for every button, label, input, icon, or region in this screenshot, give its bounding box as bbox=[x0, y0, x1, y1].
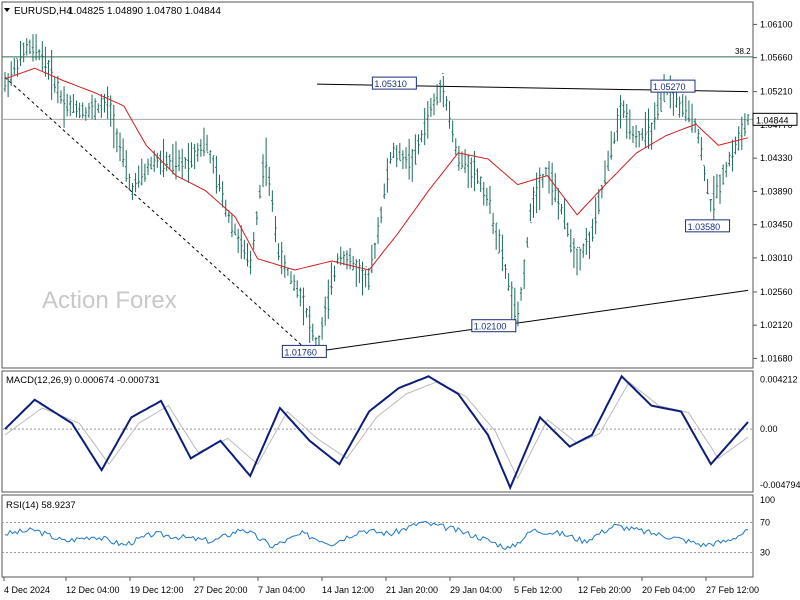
price-annotation-box bbox=[281, 344, 327, 358]
y-tick-label: 1.05660 bbox=[760, 53, 793, 63]
x-tick-label: 21 Jan 20:00 bbox=[386, 585, 438, 595]
rsi-y-tick-label: 30 bbox=[760, 548, 770, 558]
macd-y-tick-label: 0.00 bbox=[760, 424, 778, 434]
x-tick-label: 20 Feb 04:00 bbox=[642, 585, 695, 595]
rsi-y-tick-label: 70 bbox=[760, 518, 770, 528]
price-annotation-label: 1.01760 bbox=[284, 347, 317, 357]
chart-title-ohlc: 1.04825 1.04890 1.04780 1.04844 bbox=[68, 6, 221, 17]
y-tick-label: 1.02560 bbox=[760, 287, 793, 297]
rsi-line bbox=[4, 520, 748, 551]
macd-y-tick-label: -0.004794 bbox=[760, 480, 800, 490]
rsi-y-tick-label: 100 bbox=[760, 495, 775, 505]
x-tick-label: 27 Dec 20:00 bbox=[194, 585, 248, 595]
y-tick-label: 1.06100 bbox=[760, 19, 793, 29]
rsi-panel-frame bbox=[1, 494, 754, 578]
dashed-trendline bbox=[4, 76, 310, 353]
y-tick-label: 1.02120 bbox=[760, 320, 793, 330]
current-price-label: 1.04844 bbox=[756, 115, 789, 125]
y-tick-label: 1.05210 bbox=[760, 87, 793, 97]
x-tick-label: 27 Feb 12:00 bbox=[706, 585, 759, 595]
price-annotation-label: 1.05310 bbox=[374, 79, 407, 89]
macd-panel-frame bbox=[1, 370, 754, 493]
current-price-tag bbox=[752, 112, 798, 126]
support-trendline bbox=[309, 289, 749, 353]
y-tick-label: 1.04330 bbox=[760, 153, 793, 163]
x-tick-label: 14 Jan 12:00 bbox=[322, 585, 374, 595]
price-annotation-box bbox=[685, 219, 731, 233]
macd-y-tick-label: 0.004212 bbox=[760, 375, 798, 385]
chart-title-symbol: EURUSD,H4 bbox=[14, 6, 72, 17]
price-annotation-label: 1.03580 bbox=[688, 222, 721, 232]
x-tick-label: 29 Jan 04:00 bbox=[450, 585, 502, 595]
x-tick-label: 12 Feb 20:00 bbox=[578, 585, 631, 595]
x-tick-label: 7 Jan 04:00 bbox=[258, 585, 305, 595]
price-annotation-label: 1.05270 bbox=[653, 82, 686, 92]
y-tick-label: 1.03890 bbox=[760, 186, 793, 196]
macd-line bbox=[4, 374, 749, 491]
fib-level-label: 38.2 bbox=[735, 47, 751, 56]
macd-signal-line bbox=[4, 381, 749, 480]
moving-average-line bbox=[4, 67, 749, 271]
macd-title: MACD(12,26,9) 0.000674 -0.000731 bbox=[6, 375, 160, 386]
watermark-text: Action Forex bbox=[42, 287, 177, 314]
price-annotation-label: 1.02100 bbox=[474, 322, 507, 332]
y-tick-label: 1.03010 bbox=[760, 253, 793, 263]
x-tick-label: 5 Feb 12:00 bbox=[514, 585, 562, 595]
price-annotation-box bbox=[371, 76, 417, 90]
rsi-title: RSI(14) 58.9237 bbox=[6, 500, 76, 511]
x-tick-label: 12 Dec 04:00 bbox=[66, 585, 120, 595]
x-tick-label: 4 Dec 2024 bbox=[4, 585, 50, 595]
x-tick-label: 19 Dec 12:00 bbox=[130, 585, 184, 595]
price-annotation-box bbox=[471, 319, 517, 333]
y-tick-label: 1.03450 bbox=[760, 220, 793, 230]
collapse-triangle-icon[interactable] bbox=[4, 8, 10, 12]
y-tick-label: 1.01680 bbox=[760, 353, 793, 363]
price-annotation-box bbox=[650, 79, 696, 93]
